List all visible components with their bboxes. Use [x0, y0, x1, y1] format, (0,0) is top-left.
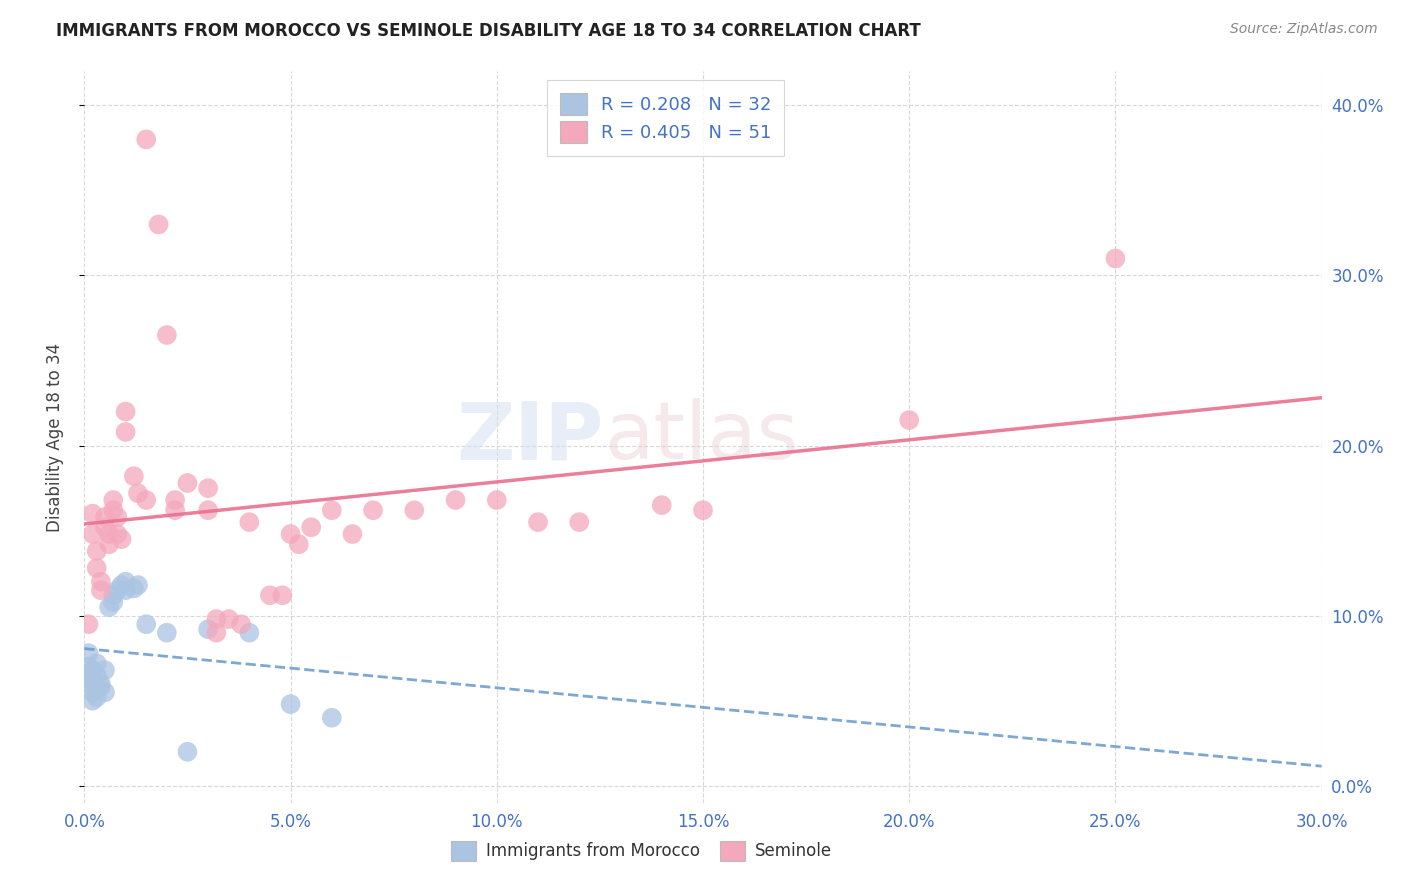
- Point: [82, 694, 104, 708]
- Point: [94, 685, 117, 699]
- Point: [156, 625, 179, 640]
- Point: [205, 625, 228, 640]
- Point: [103, 493, 125, 508]
- Point: [135, 493, 157, 508]
- Point: [485, 493, 508, 508]
- Point: [77, 646, 100, 660]
- Point: [94, 510, 117, 524]
- Point: [98, 537, 121, 551]
- Y-axis label: Disability Age 18 to 34: Disability Age 18 to 34: [45, 343, 63, 532]
- Point: [103, 503, 125, 517]
- Point: [197, 503, 219, 517]
- Point: [114, 583, 136, 598]
- Point: [86, 680, 108, 694]
- Point: [86, 657, 108, 671]
- Point: [568, 515, 591, 529]
- Text: atlas: atlas: [605, 398, 799, 476]
- Point: [176, 745, 198, 759]
- Point: [404, 503, 426, 517]
- Point: [271, 588, 294, 602]
- Point: [90, 677, 112, 691]
- Point: [86, 561, 108, 575]
- Point: [692, 503, 714, 517]
- Point: [105, 510, 128, 524]
- Point: [77, 677, 100, 691]
- Point: [527, 515, 550, 529]
- Point: [176, 475, 198, 490]
- Point: [86, 690, 108, 705]
- Point: [94, 663, 117, 677]
- Point: [110, 578, 132, 592]
- Point: [651, 498, 673, 512]
- Point: [135, 132, 157, 146]
- Point: [98, 600, 121, 615]
- Point: [82, 663, 104, 677]
- Text: ZIP: ZIP: [457, 398, 605, 476]
- Point: [114, 425, 136, 439]
- Point: [444, 493, 467, 508]
- Point: [77, 617, 100, 632]
- Point: [103, 588, 125, 602]
- Text: IMMIGRANTS FROM MOROCCO VS SEMINOLE DISABILITY AGE 18 TO 34 CORRELATION CHART: IMMIGRANTS FROM MOROCCO VS SEMINOLE DISA…: [56, 22, 921, 40]
- Point: [114, 404, 136, 418]
- Point: [218, 612, 240, 626]
- Point: [229, 617, 252, 632]
- Point: [165, 503, 187, 517]
- Point: [197, 481, 219, 495]
- Point: [898, 413, 921, 427]
- Text: Source: ZipAtlas.com: Source: ZipAtlas.com: [1230, 22, 1378, 37]
- Point: [103, 595, 125, 609]
- Point: [1104, 252, 1126, 266]
- Point: [299, 520, 322, 534]
- Point: [122, 582, 145, 596]
- Point: [165, 493, 187, 508]
- Point: [361, 503, 384, 517]
- Point: [98, 527, 121, 541]
- Point: [105, 527, 128, 541]
- Point: [127, 486, 149, 500]
- Point: [135, 617, 157, 632]
- Point: [90, 680, 112, 694]
- Point: [238, 515, 260, 529]
- Point: [156, 328, 179, 343]
- Point: [77, 659, 100, 673]
- Point: [82, 673, 104, 688]
- Point: [82, 507, 104, 521]
- Point: [205, 612, 228, 626]
- Point: [259, 588, 281, 602]
- Point: [94, 520, 117, 534]
- Point: [288, 537, 311, 551]
- Point: [127, 578, 149, 592]
- Point: [82, 685, 104, 699]
- Point: [86, 544, 108, 558]
- Point: [321, 503, 343, 517]
- Point: [197, 622, 219, 636]
- Point: [342, 527, 364, 541]
- Point: [90, 574, 112, 589]
- Point: [82, 527, 104, 541]
- Point: [86, 668, 108, 682]
- Legend: Immigrants from Morocco, Seminole: Immigrants from Morocco, Seminole: [444, 834, 838, 868]
- Point: [90, 583, 112, 598]
- Point: [280, 697, 302, 711]
- Point: [280, 527, 302, 541]
- Point: [105, 583, 128, 598]
- Point: [77, 668, 100, 682]
- Point: [238, 625, 260, 640]
- Point: [110, 532, 132, 546]
- Point: [148, 218, 170, 232]
- Point: [321, 711, 343, 725]
- Point: [122, 469, 145, 483]
- Point: [114, 574, 136, 589]
